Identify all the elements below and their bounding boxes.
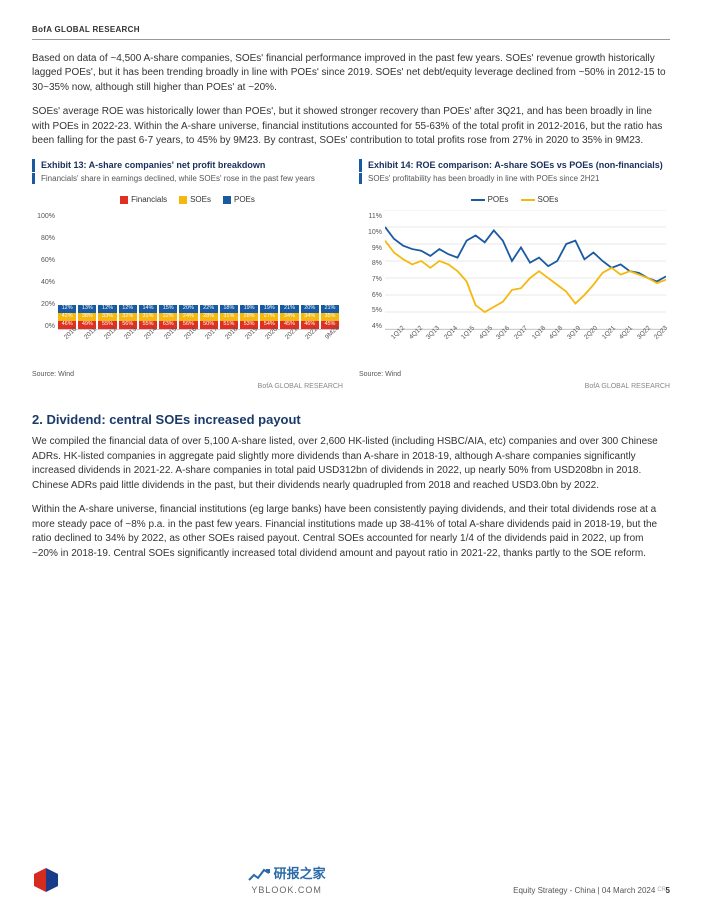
page-footer: 研报之家 YBLOOK.COM Equity Strategy - China … bbox=[32, 865, 670, 897]
legend-soes: SOEs bbox=[190, 194, 211, 206]
exhibits-row: Exhibit 13: A-share companies' net profi… bbox=[32, 159, 670, 393]
page-number: 5 bbox=[666, 886, 670, 895]
exhibit-13-yaxis: 100%80%60%40%20%0% bbox=[32, 212, 58, 332]
exhibit-14-brand: BofA GLOBAL RESEARCH bbox=[359, 382, 670, 392]
legend-poes-line: POEs bbox=[488, 194, 509, 206]
exhibit-13-brand: BofA GLOBAL RESEARCH bbox=[32, 382, 343, 392]
bofa-flag-icon bbox=[32, 868, 60, 897]
legend-poes: POEs bbox=[234, 194, 255, 206]
paragraph-2: SOEs' average ROE was historically lower… bbox=[32, 105, 670, 149]
legend-soes-line: SOEs bbox=[538, 194, 559, 206]
exhibit-14-legend: POEs SOEs bbox=[359, 194, 670, 206]
exhibit-13-subtitle: Financials' share in earnings declined, … bbox=[32, 173, 343, 185]
paragraph-3: We compiled the financial data of over 5… bbox=[32, 435, 670, 493]
exhibit-14-lines bbox=[385, 210, 666, 330]
chart-icon bbox=[248, 866, 270, 884]
exhibit-13-legend: Financials SOEs POEs bbox=[32, 194, 343, 206]
exhibit-14-chart: POEs SOEs 11%10%9%8%7%6%5%4% 1Q124Q123Q1… bbox=[359, 190, 670, 360]
footer-doc-title: Equity Strategy - China | 04 March 2024 bbox=[513, 886, 655, 895]
footer-cr: CR bbox=[657, 886, 666, 895]
paragraph-4: Within the A-share universe, financial i… bbox=[32, 503, 670, 561]
exhibit-14-yaxis: 11%10%9%8%7%6%5%4% bbox=[359, 212, 385, 332]
exhibit-13-source: Source: Wind bbox=[32, 370, 343, 380]
exhibit-14-xaxis: 1Q124Q123Q132Q141Q154Q153Q162Q171Q184Q18… bbox=[385, 331, 666, 346]
exhibit-13: Exhibit 13: A-share companies' net profi… bbox=[32, 159, 343, 393]
paragraph-1: Based on data of ~4,500 A-share companie… bbox=[32, 52, 670, 96]
exhibit-13-xaxis: 2010201120122013201420152016201720182019… bbox=[58, 331, 339, 346]
footer-meta: Equity Strategy - China | 04 March 2024 … bbox=[513, 885, 670, 897]
exhibit-13-title: Exhibit 13: A-share companies' net profi… bbox=[32, 159, 343, 172]
page-header: BofA GLOBAL RESEARCH bbox=[32, 24, 670, 40]
watermark-text: 研报之家 bbox=[274, 865, 326, 884]
exhibit-14-source: Source: Wind bbox=[359, 370, 670, 380]
exhibit-14: Exhibit 14: ROE comparison: A-share SOEs… bbox=[359, 159, 670, 393]
legend-financials: Financials bbox=[131, 194, 167, 206]
exhibit-14-subtitle: SOEs' profitability has been broadly in … bbox=[359, 173, 670, 185]
exhibit-14-title: Exhibit 14: ROE comparison: A-share SOEs… bbox=[359, 159, 670, 172]
watermark-url: YBLOOK.COM bbox=[248, 884, 326, 897]
exhibit-13-bars: 12%42%46%13%38%49%12%33%55%12%32%56%14%3… bbox=[58, 210, 339, 330]
section-2-heading: 2. Dividend: central SOEs increased payo… bbox=[32, 411, 670, 430]
watermark: 研报之家 YBLOOK.COM bbox=[248, 865, 326, 897]
exhibit-13-chart: Financials SOEs POEs 100%80%60%40%20%0% … bbox=[32, 190, 343, 360]
